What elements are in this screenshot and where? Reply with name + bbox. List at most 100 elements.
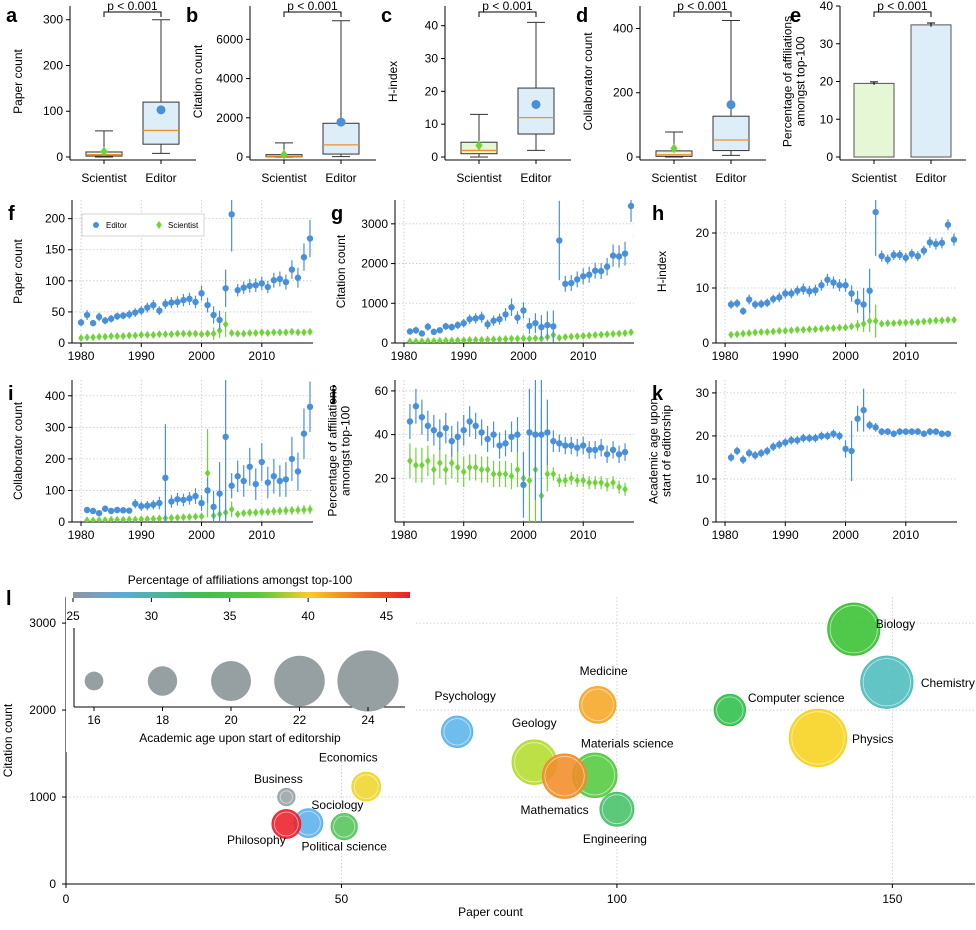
scientist-point [102, 516, 108, 522]
editor-point [615, 253, 623, 260]
panel-c: 0 10 20 30 40 Scientist Editor H-index c p < 0.00… [381, 0, 571, 185]
editor-point [204, 301, 211, 309]
y-tick-label: 20 [696, 226, 710, 240]
editor-point [751, 301, 759, 308]
editor-point [472, 422, 479, 430]
size-legend-bubble [147, 666, 178, 696]
editor-point [818, 432, 825, 440]
editor-point [228, 482, 235, 489]
editor-point [186, 495, 193, 502]
editor-point [126, 507, 133, 514]
panel-k: 1980 1990 2000 2010 0 10 20 30 Academic age upon… [647, 380, 957, 542]
editor-point [609, 446, 617, 454]
x-tick-label: 1980 [712, 528, 739, 542]
scientist-point [496, 469, 503, 478]
editor-point [101, 505, 109, 512]
bubble-label: Physics [852, 732, 893, 746]
editor-point [890, 251, 897, 259]
editor-point [920, 430, 928, 437]
editor-point [228, 211, 235, 218]
x-tick-label: Editor [145, 171, 176, 185]
editor-point [294, 274, 302, 281]
scientist-point [120, 332, 127, 341]
size-legend-bubble [84, 671, 104, 691]
editor-point [508, 304, 515, 311]
y-tick-label: 6000 [216, 32, 243, 46]
y-tick-label: 2000 [361, 257, 388, 271]
scientist-point [108, 515, 114, 522]
y-tick-label: 4000 [216, 72, 243, 86]
scientist-point [437, 459, 443, 468]
editor-point [902, 254, 909, 261]
panel-letter: i [8, 383, 14, 405]
scientist-point [746, 329, 752, 338]
editor-point [544, 429, 551, 436]
bubble-political-science [330, 813, 358, 841]
y-tick-label: 50 [52, 305, 66, 319]
y-tick-label: 300 [45, 420, 65, 434]
editor-point [574, 276, 581, 283]
editor-point [120, 312, 127, 319]
y-tick-label: 200 [613, 86, 633, 100]
editor-point [568, 279, 575, 287]
scientist-point [431, 465, 437, 474]
editor-point [276, 477, 284, 485]
editor-point [89, 319, 97, 327]
x-tick-label: 1980 [391, 349, 418, 363]
scientist-point [580, 331, 587, 340]
scientist-point [442, 336, 449, 343]
editor-point [902, 428, 909, 435]
scientist-point [592, 331, 598, 340]
y-tick-label: 30 [425, 52, 439, 66]
y-tick-label: 2000 [29, 703, 56, 717]
y-tick-label: 0 [702, 515, 709, 529]
scientist-point [622, 485, 628, 494]
y-tick-label: 0 [626, 150, 633, 164]
y-tick-label: 20 [425, 84, 439, 98]
panel-letter: d [576, 5, 588, 27]
y-tick-label: 40 [375, 428, 389, 442]
y-tick-label: 200 [45, 452, 65, 466]
editor-point [240, 477, 247, 485]
scientist-point [616, 483, 622, 492]
scientist-point [234, 329, 241, 338]
editor-point [222, 285, 229, 292]
editor-point [424, 323, 432, 330]
y-tick-label: 0 [381, 336, 388, 350]
scientist-point [830, 324, 837, 333]
bubble-label: Philosophy [227, 833, 286, 847]
editor-point [782, 439, 789, 446]
editor-point [788, 290, 795, 297]
significance-label: p < 0.001 [877, 0, 928, 13]
scientist-point [520, 334, 527, 343]
size-legend-bubble [337, 650, 399, 712]
editor-point [204, 487, 211, 494]
colorbar-tick-label: 40 [301, 609, 315, 623]
editor-point [508, 433, 515, 440]
colorbar-tick-label: 45 [380, 609, 394, 623]
scientist-point [927, 317, 933, 325]
editor-point [454, 433, 461, 440]
scientist-point [622, 329, 628, 338]
editor-box [322, 122, 360, 155]
y-tick-label: 1000 [361, 296, 388, 310]
x-tick-label: 2000 [510, 528, 537, 542]
x-tick-label: Scientist [651, 171, 697, 185]
editor-bar [910, 24, 952, 158]
size-legend-title: Academic age upon start of editorship [139, 731, 341, 745]
scientist-point [902, 318, 909, 327]
scientist-point [478, 465, 485, 474]
editor-point [812, 287, 819, 294]
editor-point [496, 315, 503, 323]
y-tick-label: 30 [820, 37, 834, 51]
significance-bracket [283, 11, 342, 17]
bubble-label: Economics [319, 751, 378, 765]
scientist-point [265, 329, 271, 338]
scientist-point [301, 328, 307, 337]
editor-point [770, 295, 777, 303]
scientist-point [448, 459, 455, 468]
panel-g: 1980 1990 2000 2010 0 1000 2000 3000 Citation co… [331, 200, 634, 363]
editor-point [830, 279, 837, 286]
scientist-point [794, 325, 801, 334]
